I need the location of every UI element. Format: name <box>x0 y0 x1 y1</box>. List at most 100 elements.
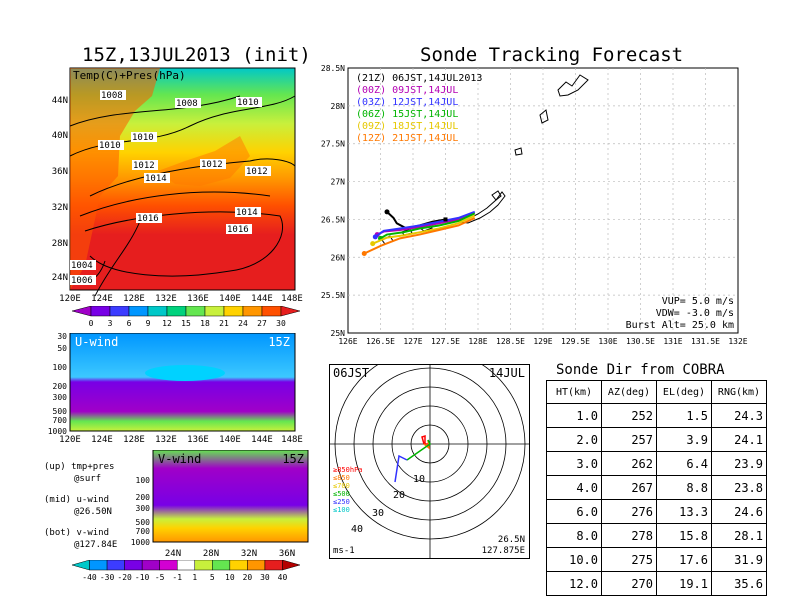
hodo-trace-500 <box>406 439 431 461</box>
svg-text:100: 100 <box>53 363 68 372</box>
svg-text:500: 500 <box>136 518 151 527</box>
track-lines <box>361 209 476 256</box>
wind-colorbar-swatch <box>247 560 266 571</box>
wind-colorbar-swatch <box>124 560 143 571</box>
temp-colorbar-tick: 24 <box>238 319 248 328</box>
svg-text:40N: 40N <box>52 131 68 141</box>
svg-text:1000: 1000 <box>48 427 67 436</box>
table-row: 10.0 275 17.6 31.9 <box>546 547 767 572</box>
temp-colorbar-tick: 21 <box>219 319 229 328</box>
tracking-legend-entry: (06Z) 15JST,14JUL <box>356 109 458 120</box>
table-cell: 17.6 <box>656 547 712 572</box>
svg-text:1014: 1014 <box>236 208 258 218</box>
svg-text:128E: 128E <box>123 294 145 304</box>
vwind-label: V-wind <box>158 452 201 466</box>
table-cell: 275 <box>601 547 657 572</box>
hodo-pressure-label: ≤100 <box>333 506 350 514</box>
wind-colorbar-tick: 40 <box>278 573 288 582</box>
svg-text:1012: 1012 <box>133 161 155 171</box>
svg-text:1010: 1010 <box>99 141 121 151</box>
table-cell: 24.1 <box>711 427 767 452</box>
svg-text:136E: 136E <box>187 435 209 445</box>
svg-text:300: 300 <box>136 504 151 513</box>
hodo-trace-850 <box>421 434 430 445</box>
hodo-left-label: 06JST <box>333 366 369 380</box>
svg-text:50: 50 <box>57 344 67 353</box>
map-label: Temp(C)+Pres(hPa) <box>73 69 186 82</box>
sonde-table-header: HT(km) AZ(deg) EL(deg) RNG(km) <box>546 380 767 404</box>
svg-text:1008: 1008 <box>176 99 198 109</box>
hodo-lat: 26.5N <box>498 535 525 545</box>
table-cell: 6.4 <box>656 451 712 476</box>
hodo-ring-labels: 10 20 30 40 <box>351 474 425 535</box>
note-up-loc: @surf <box>74 474 102 484</box>
table-cell: 252 <box>601 403 657 428</box>
sonde-col-header: HT(km) <box>546 380 602 404</box>
tracking-lon-label: 130E <box>598 337 617 346</box>
surface-map: 1008 1008 1010 1010 1010 1012 1012 1014 … <box>52 67 303 304</box>
svg-text:1006: 1006 <box>71 276 93 286</box>
mainland-shape <box>70 68 160 290</box>
wind-colorbar-swatch <box>264 560 283 571</box>
table-cell: 1.5 <box>656 403 712 428</box>
svg-text:36N: 36N <box>279 549 295 559</box>
map-lon-labels: 120E 124E 128E 132E 136E 140E 144E 148E <box>59 294 303 304</box>
tracking-lat-label: 27N <box>331 178 346 187</box>
table-cell: 23.9 <box>711 451 767 476</box>
tracking-legend-entry: (12Z) 21JST,14JUL <box>356 133 458 144</box>
svg-text:28N: 28N <box>52 239 68 249</box>
table-row: 2.0 257 3.9 24.1 <box>546 427 767 452</box>
note-mid-loc: @26.50N <box>74 507 112 517</box>
vwind-levels: 100 200 300 500 700 1000 <box>131 476 150 547</box>
svg-text:24N: 24N <box>52 273 68 283</box>
tracking-legend-entry: (00Z) 09JST,14JUL <box>356 85 458 96</box>
table-row: 1.0 252 1.5 24.3 <box>546 403 767 428</box>
tracking-lon-label: 130.5E <box>626 337 655 346</box>
wind-colorbar-tick: -10 <box>135 573 150 582</box>
svg-text:132E: 132E <box>155 294 177 304</box>
tracking-lon-label: 126E <box>338 337 357 346</box>
map-lat-labels: 44N 40N 36N 32N 28N 24N <box>52 96 68 283</box>
tracking-lat-label: 28N <box>331 102 346 111</box>
svg-text:20: 20 <box>393 490 405 501</box>
map-title: 15Z,13JUL2013 (init) <box>82 44 311 66</box>
track-end-point <box>384 209 390 215</box>
table-cell: 8.0 <box>546 523 602 548</box>
vwind-panel: V-wind 15Z 100 200 300 500 700 1000 24N … <box>131 450 309 559</box>
hodo-pressure-label: ≤700 <box>333 482 350 490</box>
hodo-trace-250 <box>394 454 408 483</box>
svg-text:1000: 1000 <box>131 538 150 547</box>
panel-notes: (up) tmp+pres @surf (mid) u-wind @26.50N… <box>44 461 117 551</box>
tracking-lon-label: 131.5E <box>691 337 720 346</box>
tracking-lon-label: 129E <box>533 337 552 346</box>
svg-text:144E: 144E <box>251 435 273 445</box>
tracking-legend-entry: (03Z) 12JST,14JUL <box>356 97 458 108</box>
temperature-colorbar: 0 3 6 9 12 15 18 21 24 27 30 <box>71 306 301 328</box>
temp-colorbar-swatch <box>204 306 225 317</box>
wind-colorbar-tick: -30 <box>100 573 115 582</box>
wind-colorbar-tick: -20 <box>117 573 132 582</box>
release-point <box>443 217 448 222</box>
track-line <box>363 217 476 255</box>
wind-colorbar-swatch <box>106 560 125 571</box>
tracking-lat-label: 26.5N <box>321 215 345 224</box>
uwind-levels: 30 50 100 200 300 500 700 1000 <box>48 333 67 436</box>
svg-text:28N: 28N <box>203 549 219 559</box>
svg-text:36N: 36N <box>52 167 68 177</box>
svg-text:44N: 44N <box>52 96 68 106</box>
hodo-pressure-label: ≥850hPa <box>333 466 363 474</box>
param-vdw: VDW= -3.0 m/s <box>656 308 734 319</box>
track-line <box>372 214 476 245</box>
temp-colorbar-swatch <box>109 306 130 317</box>
svg-text:32N: 32N <box>52 203 68 213</box>
uwind-time: 15Z <box>268 335 290 349</box>
table-cell: 24.6 <box>711 499 767 524</box>
wind-colorbar-tick: 10 <box>225 573 235 582</box>
wind-colorbar-swatch <box>176 560 196 571</box>
svg-text:700: 700 <box>53 416 68 425</box>
table-cell: 1.0 <box>546 403 602 428</box>
table-row: 6.0 276 13.3 24.6 <box>546 499 767 524</box>
tracking-lon-label: 129.5E <box>561 337 590 346</box>
wind-colorbar-swatch <box>141 560 160 571</box>
vwind-lat-labels: 24N 28N 32N 36N <box>165 549 295 559</box>
